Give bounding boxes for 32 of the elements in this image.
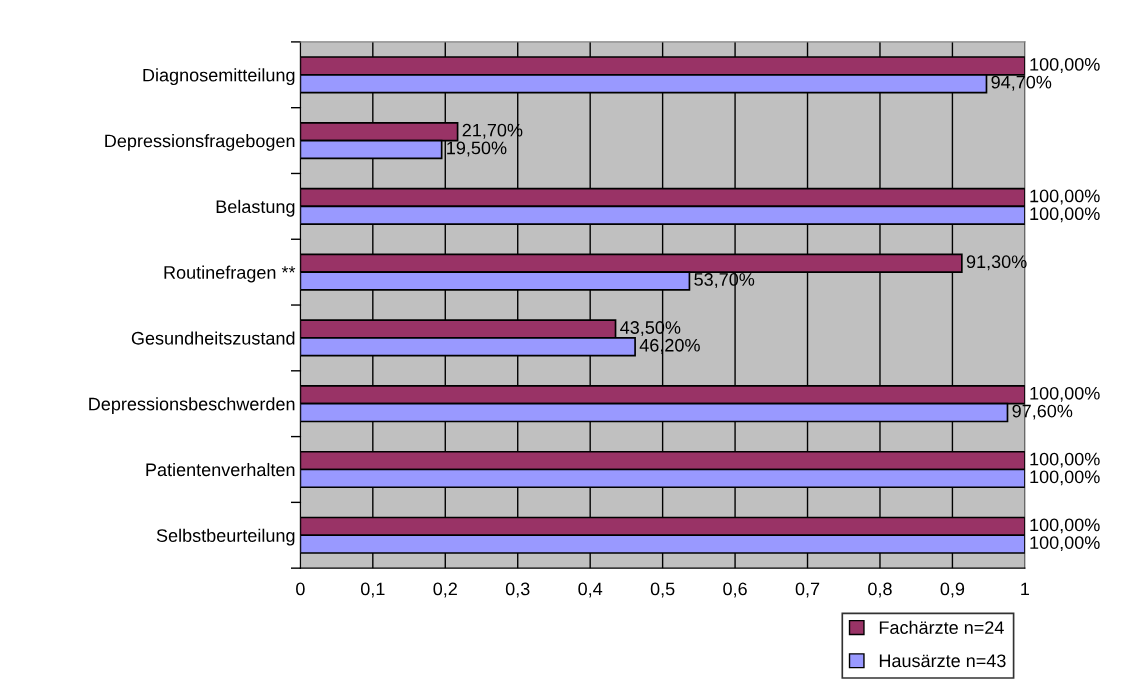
x-tick-label: 0,2 — [433, 582, 457, 598]
x-tick-label: 0,9 — [940, 582, 965, 598]
legend-label: Fachärzte n=24 — [879, 620, 1004, 634]
y-tick-label: Belastung — [216, 199, 295, 217]
data-label: 94,70% — [991, 75, 1052, 91]
y-tick-label: Gesundheitszustand — [131, 331, 295, 345]
legend-label: Hausärzte n=43 — [879, 654, 1006, 668]
x-tick-label: 0,5 — [650, 582, 675, 598]
data-label: 91,30% — [966, 255, 1027, 271]
x-tick-label: 0,6 — [723, 582, 747, 598]
data-label: 100,00% — [1030, 536, 1100, 552]
data-label: 100,00% — [1030, 518, 1100, 534]
data-label: 19,50% — [447, 141, 507, 157]
y-tick-label: Selbstbeurteilung — [156, 528, 295, 546]
data-label: 100,00% — [1030, 207, 1100, 223]
y-tick-label: Depressionsfragebogen — [105, 134, 295, 151]
x-tick-label: 0 — [296, 582, 305, 596]
x-tick-label: 1 — [1021, 582, 1030, 596]
data-label: 100,00% — [1030, 57, 1100, 73]
data-label: 100,00% — [1030, 470, 1100, 486]
x-tick-label: 0,1 — [360, 582, 385, 598]
x-tick-label: 0,7 — [795, 582, 820, 598]
x-tick-label: 0,3 — [505, 582, 530, 598]
data-label: 100,00% — [1030, 452, 1100, 468]
y-tick-label: Diagnosemitteilung — [143, 68, 295, 86]
x-tick-label: 0,4 — [578, 582, 603, 598]
y-tick-label: Routinefragen ** — [164, 265, 296, 283]
y-tick-label: Patientenverhalten — [146, 462, 295, 477]
data-label: 100,00% — [1030, 189, 1100, 205]
data-label: 100,00% — [1030, 386, 1100, 402]
x-tick-label: 0,8 — [868, 582, 892, 598]
y-tick-label: Depressionsbeschwerden — [89, 397, 295, 414]
